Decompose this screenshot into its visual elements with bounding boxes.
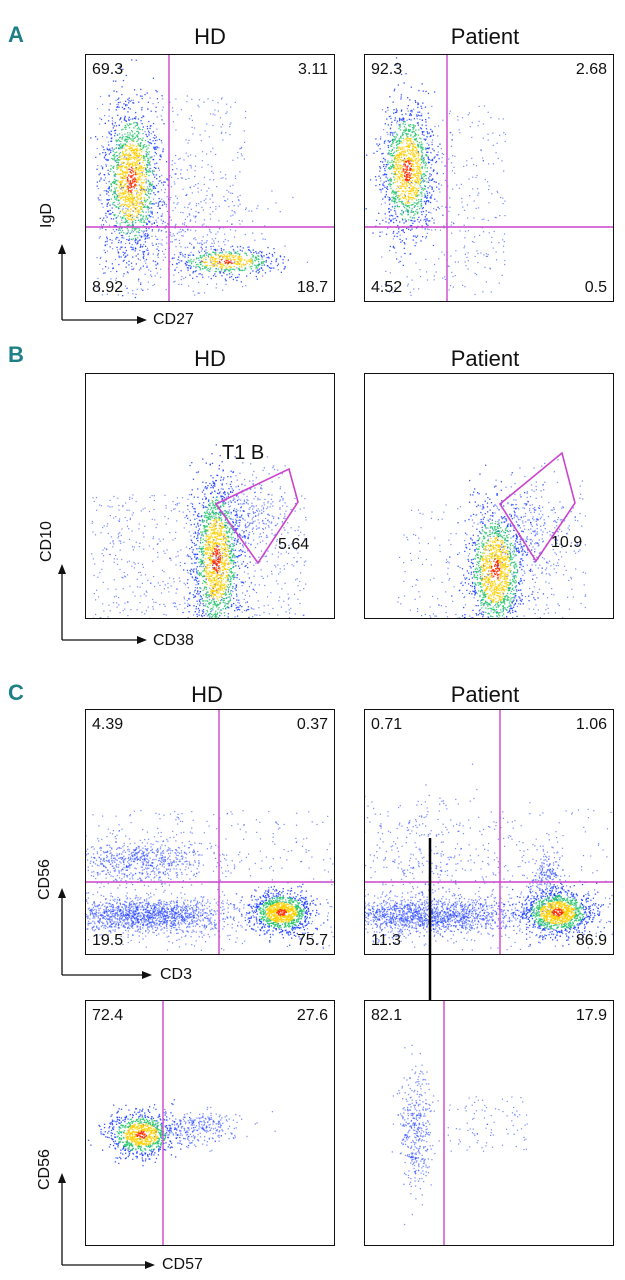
plot-c-bottom-hd-cells — [87, 1001, 276, 1245]
plot-b-hd-cells — [91, 444, 307, 618]
axis-label-b-x: CD38 — [153, 632, 194, 649]
quadrant-value-br: 18.7 — [296, 279, 328, 296]
section-c-patient-title: Patient — [450, 682, 520, 707]
plot-c-top-patient-cells — [365, 710, 613, 954]
quadrant-value-tl: 0.71 — [371, 716, 403, 733]
quadrant-value-right: 27.6 — [296, 1007, 328, 1024]
quadrant-value-left: 72.4 — [92, 1007, 124, 1024]
quadrant-value-tl: 69.3 — [92, 61, 124, 78]
plot-a-patient-cells — [365, 55, 613, 301]
panel-letter-b: B — [8, 342, 24, 367]
quadrant-value-bl: 11.3 — [371, 932, 401, 949]
panel-letter-a: A — [8, 22, 24, 47]
plot-c-bottom-patient: 82.1 17.9 — [364, 1000, 614, 1246]
plot-a-hd-cells — [86, 55, 334, 301]
plot-c-top-hd-cells — [86, 710, 334, 954]
gate-t1b — [498, 451, 576, 563]
axis-label-c-bottom-x: CD57 — [162, 1256, 203, 1273]
quadrant-value-bl: 8.92 — [92, 279, 124, 296]
gate-label-t1b: T1 B — [222, 442, 265, 464]
gate-t1b — [214, 467, 299, 565]
gate-value: 10.9 — [551, 534, 583, 551]
plot-b-patient: 10.9 — [364, 373, 614, 619]
quadrant-value-br: 0.5 — [584, 279, 607, 296]
quadrant-value-tr: 3.11 — [298, 61, 328, 78]
quadrant-value-br: 75.7 — [296, 932, 328, 949]
quadrant-value-tl: 4.39 — [92, 716, 124, 733]
quadrant-value-bl: 19.5 — [92, 932, 124, 949]
section-b-hd-title: HD — [194, 346, 226, 371]
axis-label-a-x: CD27 — [153, 311, 194, 328]
quadrant-value-tl: 92.3 — [371, 61, 403, 78]
plot-c-bottom-hd: 72.4 27.6 — [85, 1000, 335, 1246]
plot-c-top-hd: 4.39 0.37 19.5 75.7 — [85, 709, 335, 955]
section-a-patient-title: Patient — [450, 24, 520, 49]
quadrant-value-bl: 4.52 — [371, 279, 403, 296]
axis-label-c-top-x: CD3 — [160, 966, 193, 983]
quadrant-value-tr: 0.37 — [296, 716, 328, 733]
axis-label-c-bottom-y: CD56 — [36, 1149, 53, 1190]
plot-c-bottom-patient-cells — [391, 1001, 528, 1245]
gate-value: 5.64 — [278, 536, 310, 553]
plot-a-patient: 92.3 2.68 4.52 0.5 — [364, 54, 614, 302]
quadrant-value-br: 86.9 — [575, 932, 607, 949]
plot-c-top-patient: 0.71 1.06 11.3 86.9 — [364, 709, 614, 955]
section-c-hd-title: HD — [191, 682, 223, 707]
quadrant-value-tr: 1.06 — [575, 716, 607, 733]
quadrant-value-right: 17.9 — [575, 1007, 607, 1024]
quadrant-value-tr: 2.68 — [575, 61, 607, 78]
plot-b-patient-cells — [397, 451, 587, 618]
section-b-patient-title: Patient — [450, 346, 520, 371]
quadrant-value-left: 82.1 — [371, 1007, 403, 1024]
plot-a-hd: 69.3 3.11 8.92 18.7 — [85, 54, 335, 302]
plot-b-hd: T1 B 5.64 — [85, 373, 335, 619]
section-a-hd-title: HD — [194, 24, 226, 49]
panel-letter-c: C — [8, 680, 24, 705]
